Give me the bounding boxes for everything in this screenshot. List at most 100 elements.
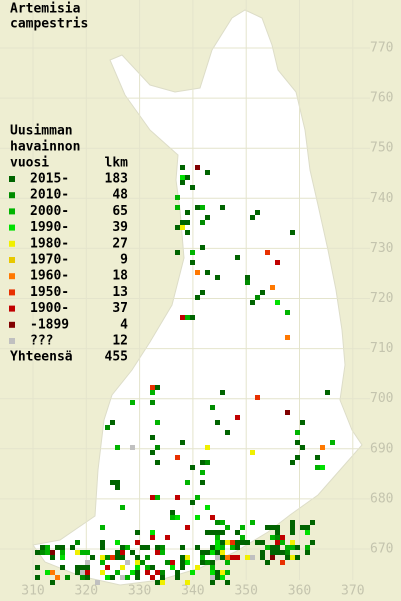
observation-dot: [290, 540, 295, 545]
observation-dot: [175, 250, 180, 255]
observation-dot: [230, 540, 235, 545]
observation-dot: [145, 555, 150, 560]
legend-label: 1970-: [30, 253, 69, 268]
observation-dot: [190, 260, 195, 265]
observation-dot: [150, 385, 155, 390]
observation-dot: [45, 545, 50, 550]
observation-dot: [225, 560, 230, 565]
observation-dot: [135, 560, 140, 565]
observation-dot: [285, 550, 290, 555]
observation-dot: [320, 445, 325, 450]
observation-dot: [195, 295, 200, 300]
observation-dot: [290, 545, 295, 550]
observation-dot: [205, 560, 210, 565]
observation-dot: [135, 530, 140, 535]
observation-dot: [215, 555, 220, 560]
observation-dot: [295, 455, 300, 460]
observation-dot: [60, 565, 65, 570]
observation-dot: [200, 220, 205, 225]
observation-dot: [275, 300, 280, 305]
observation-dot: [275, 535, 280, 540]
x-coord-label: 310: [21, 584, 44, 599]
legend-count: 65: [112, 204, 128, 219]
observation-dot: [290, 230, 295, 235]
observation-dot: [280, 550, 285, 555]
observation-dot: [295, 555, 300, 560]
legend-count: 12: [112, 334, 128, 349]
observation-dot: [155, 570, 160, 575]
observation-dot: [185, 220, 190, 225]
observation-dot: [180, 220, 185, 225]
observation-dot: [210, 405, 215, 410]
observation-dot: [305, 525, 310, 530]
legend-total-label: Yhteensä: [10, 350, 73, 365]
observation-dot: [210, 570, 215, 575]
observation-dot: [200, 550, 205, 555]
legend-count: 9: [120, 253, 128, 268]
observation-dot: [115, 480, 120, 485]
observation-dot: [210, 550, 215, 555]
observation-dot: [220, 520, 225, 525]
observation-dot: [175, 205, 180, 210]
observation-dot: [180, 225, 185, 230]
observation-dot: [40, 550, 45, 555]
observation-dot: [190, 185, 195, 190]
observation-dot: [260, 555, 265, 560]
observation-dot: [240, 535, 245, 540]
title-line: Artemisia: [10, 2, 81, 17]
observation-dot: [120, 505, 125, 510]
observation-dot: [290, 530, 295, 535]
legend-count: 27: [112, 236, 128, 251]
x-coord-label: 330: [128, 584, 151, 599]
observation-dot: [205, 270, 210, 275]
observation-dot: [280, 535, 285, 540]
observation-dot: [235, 530, 240, 535]
observation-dot: [175, 515, 180, 520]
observation-dot: [150, 535, 155, 540]
observation-dot: [215, 530, 220, 535]
observation-dot: [55, 575, 60, 580]
observation-dot: [150, 565, 155, 570]
observation-dot: [150, 390, 155, 395]
observation-dot: [185, 480, 190, 485]
legend-count: 13: [112, 285, 128, 300]
observation-dot: [65, 575, 70, 580]
y-coord-label: 720: [370, 291, 393, 306]
observation-dot: [130, 400, 135, 405]
observation-dot: [80, 570, 85, 575]
legend-count: 183: [105, 172, 128, 187]
legend-swatch: [9, 224, 15, 231]
observation-dot: [120, 565, 125, 570]
observation-dot: [50, 570, 55, 575]
legend-count: 4: [120, 317, 128, 332]
legend-swatch: [9, 240, 15, 247]
legend-count: 18: [112, 269, 128, 284]
observation-dot: [220, 205, 225, 210]
x-coord-label: 320: [75, 584, 98, 599]
observation-dot: [195, 515, 200, 520]
observation-dot: [115, 550, 120, 555]
observation-dot: [125, 560, 130, 565]
observation-dot: [200, 560, 205, 565]
observation-dot: [160, 545, 165, 550]
legend-swatch: [9, 289, 15, 296]
observation-dot: [245, 275, 250, 280]
observation-dot: [80, 575, 85, 580]
y-coord-label: 760: [370, 91, 393, 106]
observation-dot: [60, 545, 65, 550]
legend-swatch: [9, 321, 15, 328]
observation-dot: [320, 465, 325, 470]
y-coord-label: 750: [370, 141, 393, 156]
y-coord-label: 770: [370, 41, 393, 56]
observation-dot: [150, 530, 155, 535]
observation-dot: [80, 550, 85, 555]
observation-dot: [145, 565, 150, 570]
observation-dot: [210, 515, 215, 520]
observation-dot: [205, 460, 210, 465]
legend-swatch: [9, 192, 15, 199]
observation-dot: [120, 575, 125, 580]
y-coord-label: 730: [370, 241, 393, 256]
observation-dot: [275, 550, 280, 555]
observation-dot: [195, 495, 200, 500]
observation-dot: [185, 315, 190, 320]
